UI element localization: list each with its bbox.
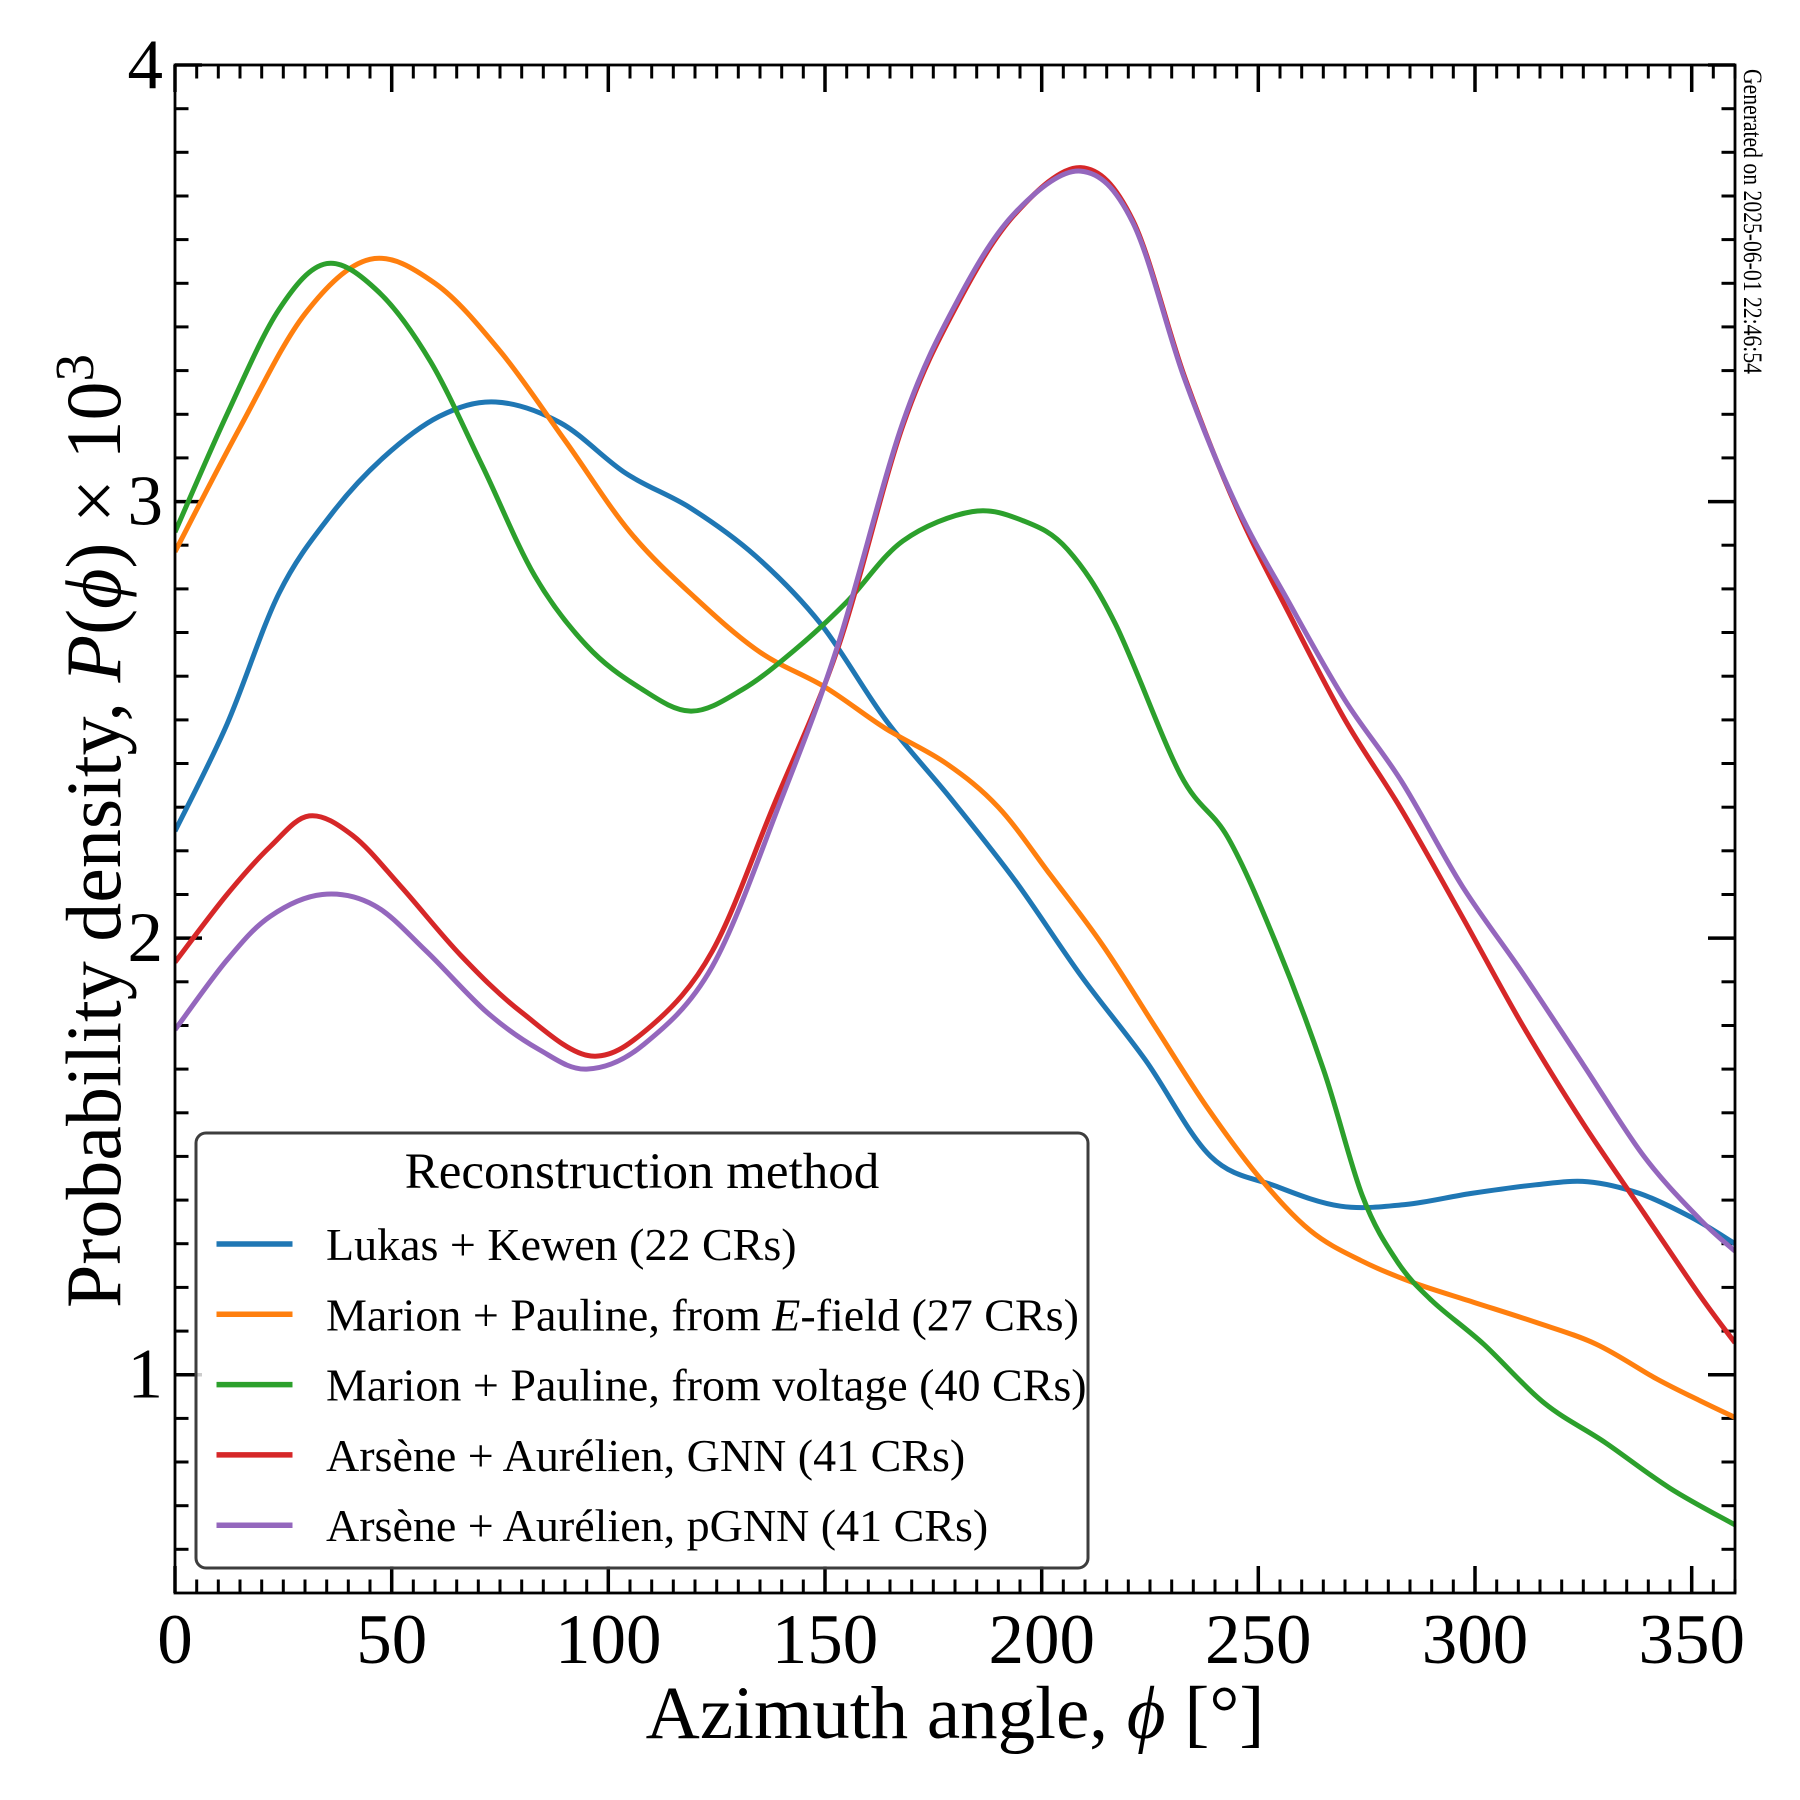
svg-text:Marion + Pauline, from voltage: Marion + Pauline, from voltage (40 CRs): [326, 1360, 1087, 1411]
svg-text:250: 250: [1205, 1601, 1312, 1679]
svg-text:1: 1: [128, 1336, 164, 1414]
svg-text:Arsène + Aurélien, pGNN (41 CR: Arsène + Aurélien, pGNN (41 CRs): [326, 1500, 988, 1551]
svg-text:3: 3: [128, 463, 164, 541]
svg-text:Generated on 2025-06-01 22:46:: Generated on 2025-06-01 22:46:54: [1738, 69, 1767, 374]
svg-text:350: 350: [1638, 1601, 1745, 1679]
svg-text:Arsène + Aurélien, GNN (41 CRs: Arsène + Aurélien, GNN (41 CRs): [326, 1430, 965, 1481]
svg-text:Lukas + Kewen (22 CRs): Lukas + Kewen (22 CRs): [326, 1219, 797, 1270]
svg-text:200: 200: [988, 1601, 1095, 1679]
svg-text:Marion + Pauline, from E-field: Marion + Pauline, from E-field (27 CRs): [326, 1289, 1079, 1340]
svg-text:4: 4: [128, 26, 164, 104]
svg-text:Azimuth angle, ϕ [°]: Azimuth angle, ϕ [°]: [646, 1672, 1265, 1755]
svg-text:Reconstruction method: Reconstruction method: [405, 1144, 880, 1200]
svg-text:0: 0: [157, 1601, 193, 1679]
svg-text:50: 50: [356, 1601, 427, 1679]
svg-text:2: 2: [128, 899, 164, 977]
svg-text:100: 100: [555, 1601, 662, 1679]
svg-text:Probability density, P(ϕ) × 10: Probability density, P(ϕ) × 103: [44, 354, 137, 1308]
svg-text:150: 150: [772, 1601, 879, 1679]
svg-text:300: 300: [1422, 1601, 1529, 1679]
